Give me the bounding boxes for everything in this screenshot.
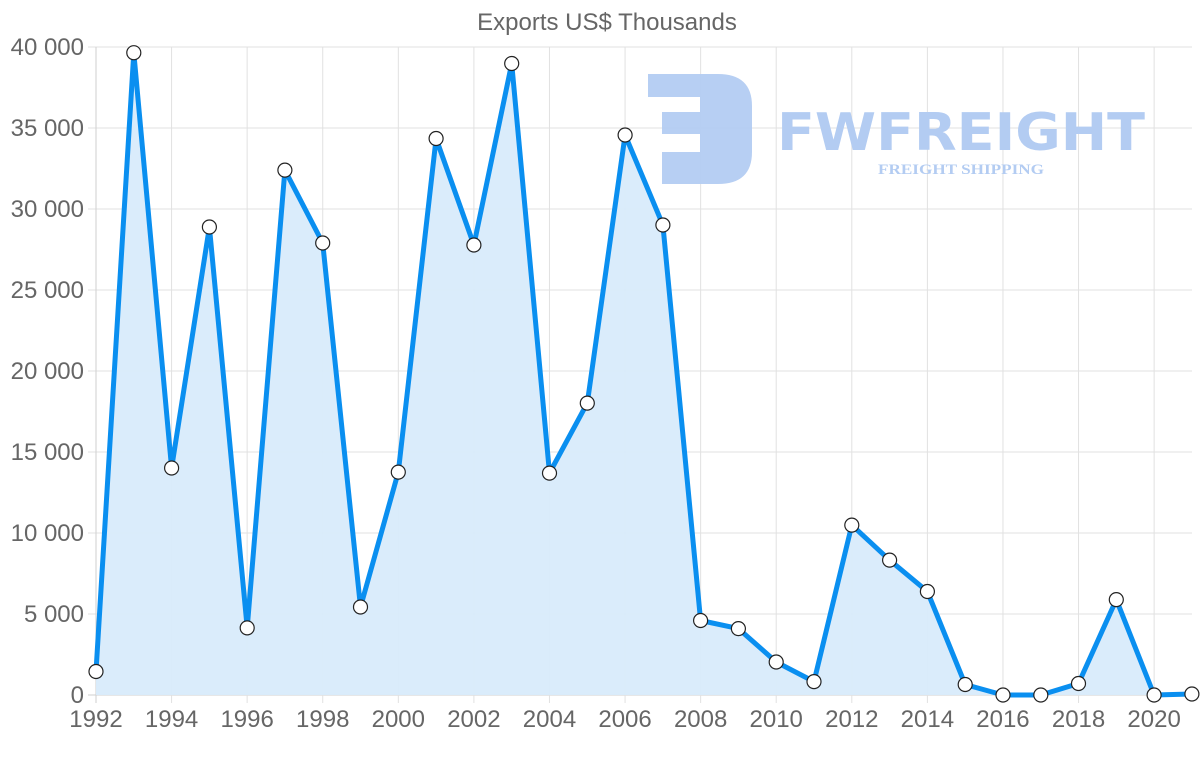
- x-tick-label: 1996: [220, 706, 273, 733]
- data-point-marker[interactable]: 2000: 13760: [390, 464, 406, 480]
- x-tick-label: 2014: [901, 706, 954, 733]
- x-tick-label: 1998: [296, 706, 349, 733]
- data-point-marker[interactable]: 2005: 18020: [579, 395, 595, 411]
- watermark-brand-text: FWFREIGHT: [777, 103, 1146, 163]
- data-point-marker[interactable]: 2011: 830: [806, 673, 822, 690]
- y-tick-label: 10 000: [11, 520, 84, 547]
- fwfreight-watermark-logo: FWFREIGHT FREIGHT SHIPPING: [648, 74, 1146, 184]
- x-tick-label: 2020: [1127, 706, 1180, 733]
- y-tick-label: 30 000: [11, 196, 84, 223]
- data-point-marker[interactable]: 2015: 650: [957, 676, 973, 693]
- series-exports: 1992: 1450 1993: 39650 1994: 14010 1995: 28…: [88, 45, 1200, 703]
- x-tick-label: 2000: [372, 706, 425, 733]
- data-point-marker[interactable]: 1994: 14010: [164, 460, 180, 476]
- y-tick-label: 40 000: [11, 34, 84, 61]
- x-tick-label: 1992: [69, 706, 122, 733]
- data-point-marker[interactable]: 1996: 4140: [239, 620, 255, 636]
- data-point-marker[interactable]: 1995: 28890: [201, 219, 217, 235]
- data-point-marker[interactable]: 2016: 0: [995, 687, 1011, 703]
- y-tick-label: 20 000: [11, 358, 84, 385]
- series-area-fill: [96, 52, 1192, 695]
- data-point-marker[interactable]: 2008: 4600: [692, 612, 709, 629]
- data-point-marker[interactable]: 2017: 0: [1033, 687, 1049, 703]
- data-point-marker[interactable]: 2006: 34570: [617, 127, 633, 143]
- data-point-marker[interactable]: 1999: 5430: [352, 599, 369, 615]
- x-tick-label: 2002: [447, 706, 500, 733]
- fwfreight-logo-icon: [648, 74, 752, 184]
- data-point-marker[interactable]: 2013: 8330: [881, 552, 898, 568]
- data-point-marker[interactable]: 2007: 29010: [655, 217, 671, 233]
- y-tick-label: 15 000: [11, 439, 84, 466]
- data-point-marker[interactable]: 2021: 60: [1184, 686, 1200, 702]
- data-point-marker[interactable]: 2020: 0: [1146, 687, 1162, 703]
- y-tick-label: 0: [71, 682, 84, 709]
- x-tick-label: 2008: [674, 706, 727, 733]
- data-point-marker[interactable]: 2001: 34350: [428, 130, 444, 147]
- data-point-marker[interactable]: 2009: 4100: [730, 620, 747, 637]
- x-tick-label: 2018: [1052, 706, 1105, 733]
- x-tick-label: 2004: [523, 706, 576, 733]
- data-point-marker[interactable]: 1997: 32400: [277, 162, 293, 178]
- data-point-marker[interactable]: 2012: 10490: [844, 517, 860, 533]
- x-tick-label: 2012: [825, 706, 878, 733]
- data-point-marker[interactable]: 2004: 13700: [541, 465, 558, 481]
- x-tick-label: 1994: [145, 706, 198, 733]
- y-tick-label: 25 000: [11, 277, 84, 304]
- y-tick-label: 35 000: [11, 115, 84, 142]
- data-point-marker[interactable]: 2003: 38980: [504, 55, 520, 72]
- data-point-marker[interactable]: 1992: 1450: [88, 663, 104, 680]
- data-point-marker[interactable]: 1998: 27900: [315, 235, 331, 251]
- data-point-marker[interactable]: 2018: 710: [1070, 675, 1087, 692]
- data-point-marker[interactable]: 1993: 39650: [126, 45, 142, 61]
- data-point-marker[interactable]: 2010: 2040: [768, 654, 784, 670]
- axes: 0 5 000 10 000 15 000 20 000 25 000 30 000 35 0…: [11, 34, 1181, 733]
- data-point-marker[interactable]: 2002: 27780: [466, 237, 482, 253]
- data-point-marker[interactable]: 2014: 6390: [919, 583, 936, 600]
- chart-title: Exports US$ Thousands: [477, 9, 737, 36]
- x-tick-label: 2010: [750, 706, 803, 733]
- x-tick-label: 2006: [598, 706, 651, 733]
- y-tick-label: 5 000: [24, 601, 84, 628]
- data-point-marker[interactable]: 2019: 5890: [1108, 591, 1124, 608]
- watermark-tagline-text: FREIGHT SHIPPING: [878, 162, 1044, 178]
- x-tick-label: 2016: [976, 706, 1029, 733]
